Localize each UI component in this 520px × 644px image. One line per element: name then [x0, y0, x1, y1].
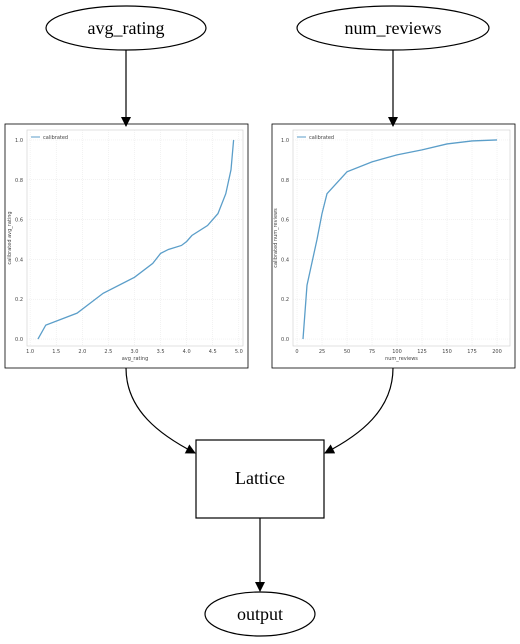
- x-axis-label: num_reviews: [385, 356, 418, 362]
- node-label: num_reviews: [345, 18, 442, 38]
- node-label: avg_rating: [88, 18, 165, 38]
- x-tick-label: 4.0: [183, 349, 191, 355]
- y-tick-label: 0.0: [15, 337, 23, 343]
- y-tick-label: 0.8: [15, 178, 23, 184]
- x-tick-label: 150: [442, 349, 452, 355]
- plot-area: [292, 129, 511, 347]
- x-tick-label: 3.0: [131, 349, 139, 355]
- y-tick-label: 0.0: [281, 337, 289, 343]
- y-tick-label: 0.4: [281, 257, 289, 263]
- x-tick-label: 175: [467, 349, 477, 355]
- x-tick-label: 25: [319, 349, 325, 355]
- y-axis-label: calibrated num_reviews: [273, 208, 279, 268]
- y-tick-label: 0.4: [15, 257, 23, 263]
- y-tick-label: 1.0: [281, 138, 289, 144]
- x-tick-label: 100: [392, 349, 402, 355]
- x-axis-label: avg_rating: [122, 356, 149, 362]
- y-tick-label: 0.2: [281, 297, 289, 303]
- legend-label: calibrated: [43, 135, 68, 141]
- plot-frame: [4, 123, 249, 369]
- x-tick-label: 3.5: [157, 349, 165, 355]
- x-tick-label: 1.5: [52, 349, 60, 355]
- x-tick-label: 0: [295, 349, 298, 355]
- plot-frame: [271, 123, 516, 369]
- x-tick-label: 5.0: [235, 349, 243, 355]
- x-tick-label: 2.0: [78, 349, 86, 355]
- x-tick-label: 1.0: [26, 349, 34, 355]
- x-tick-label: 4.5: [209, 349, 217, 355]
- y-tick-label: 0.6: [281, 218, 289, 224]
- x-tick-label: 200: [492, 349, 502, 355]
- y-tick-label: 0.2: [15, 297, 23, 303]
- node-label: output: [237, 604, 283, 624]
- x-tick-label: 75: [369, 349, 375, 355]
- x-tick-label: 125: [417, 349, 427, 355]
- line: [302, 139, 498, 340]
- y-tick-label: 1.0: [15, 138, 23, 144]
- edge: [324, 367, 394, 454]
- y-axis-label: calibrated avg_rating: [7, 211, 13, 264]
- y-tick-label: 0.8: [281, 178, 289, 184]
- x-tick-label: 50: [344, 349, 350, 355]
- x-tick-label: 2.5: [104, 349, 112, 355]
- line: [37, 139, 235, 340]
- legend-label: calibrated: [309, 135, 334, 141]
- edge: [125, 367, 196, 454]
- plot-area: [26, 129, 244, 347]
- node-shape: [204, 591, 316, 637]
- node-label: Lattice: [235, 468, 285, 488]
- y-tick-label: 0.6: [15, 218, 23, 224]
